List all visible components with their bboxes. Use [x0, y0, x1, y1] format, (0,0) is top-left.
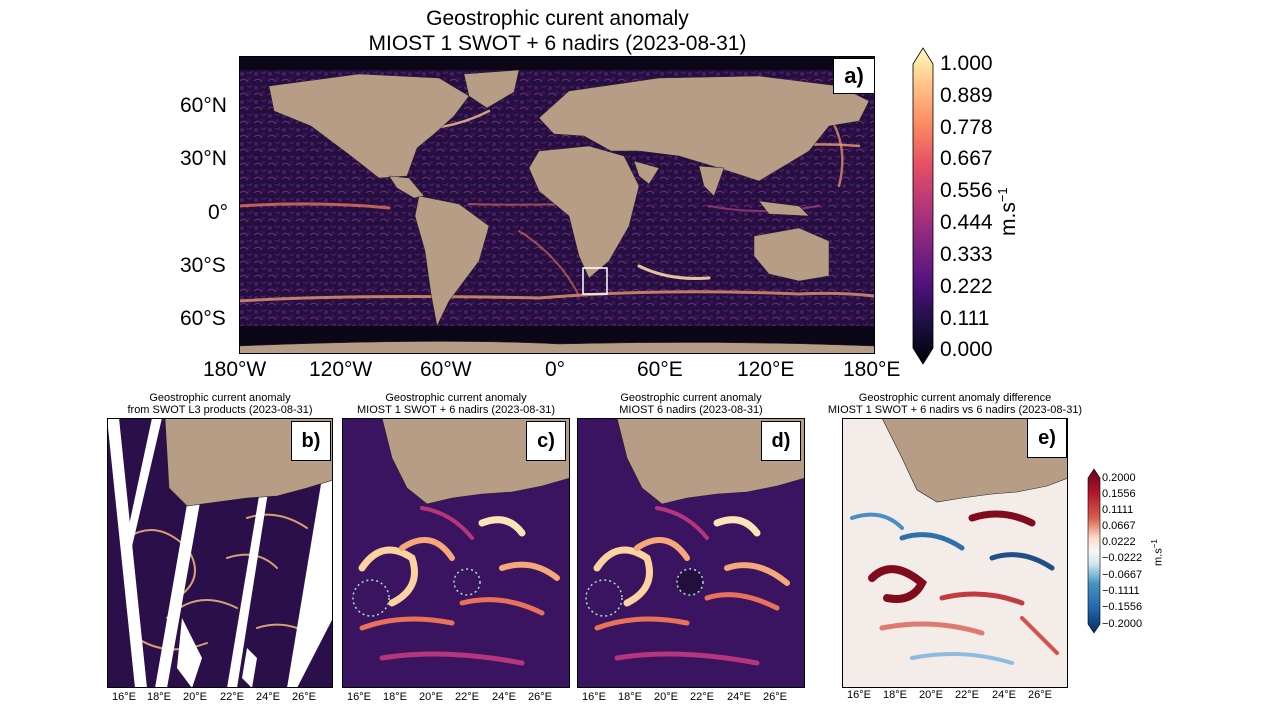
lat-tick-30s: 30°S: [180, 254, 226, 277]
eddy-circle-east: [676, 568, 704, 596]
diff-cb-tick-0: 0.2000: [1102, 472, 1136, 484]
panel-c-map[interactable]: [342, 418, 570, 688]
eddy-circle-east: [453, 568, 481, 596]
panel-c-label: c): [526, 421, 566, 461]
lon-tick-120e: 120°E: [737, 358, 795, 381]
cb-tick-3: 0.667: [940, 147, 993, 170]
cb-tick-1: 0.889: [940, 84, 993, 107]
global-map-canvas: [239, 56, 875, 354]
main-title: Geostrophic curent anomaly MIOST 1 SWOT …: [240, 6, 875, 56]
cb-tick-0: 1.000: [940, 52, 993, 75]
global-map[interactable]: [239, 56, 875, 354]
panel-c-title: Geostrophic current anomaly MIOST 1 SWOT …: [357, 392, 555, 416]
diff-colorbar-unit: m.s−1: [1150, 539, 1165, 566]
panel-e-label: e): [1027, 418, 1067, 458]
cb-tick-7: 0.222: [940, 275, 993, 298]
panel-e-lon-ticks: 16°E 18°E 20°E 22°E 24°E 26°E: [847, 689, 1052, 701]
diff-colorbar-gradient: [1087, 468, 1101, 634]
lat-tick-60n: 60°N: [180, 94, 227, 117]
panel-d-label: d): [761, 421, 801, 461]
cb-tick-5: 0.444: [940, 211, 993, 234]
panel-c-lon-ticks: 16°E 18°E 20°E 22°E 24°E 26°E: [347, 691, 552, 703]
diff-cb-tick-2: 0.1111: [1102, 504, 1134, 516]
diff-cb-tick-1: 0.1556: [1102, 488, 1136, 500]
main-colorbar: [912, 46, 934, 366]
panel-d-lon-ticks: 16°E 18°E 20°E 22°E 24°E 26°E: [582, 691, 787, 703]
diff-cb-tick-7: −0.1111: [1102, 585, 1140, 597]
panel-b-map[interactable]: [107, 418, 333, 688]
lon-tick-60w: 60°W: [420, 358, 472, 381]
panel-d-map[interactable]: [577, 418, 805, 688]
diff-colorbar: [1087, 468, 1101, 634]
lat-tick-30n: 30°N: [180, 147, 227, 170]
main-colorbar-unit: m.s−1: [995, 187, 1020, 236]
diff-cb-tick-8: −0.1556: [1102, 601, 1143, 613]
diff-cb-tick-4: 0.0222: [1102, 536, 1136, 548]
main-colorbar-gradient: [912, 47, 934, 365]
main-title-line2: MIOST 1 SWOT + 6 nadirs (2023-08-31): [368, 32, 747, 55]
cb-tick-6: 0.333: [940, 243, 993, 266]
lon-tick-180w: 180°W: [203, 358, 267, 381]
cb-tick-9: 0.000: [940, 338, 993, 361]
panel-b-label: b): [291, 421, 331, 461]
diff-cb-tick-3: 0.0667: [1102, 520, 1136, 532]
lat-tick-0: 0°: [208, 201, 229, 224]
lon-tick-120w: 120°W: [309, 358, 373, 381]
diff-cb-tick-6: −0.0667: [1102, 569, 1143, 581]
lon-tick-180e: 180°E: [843, 358, 901, 381]
panel-e-title: Geostrophic current anomaly difference MI…: [827, 392, 1083, 416]
main-title-line1: Geostrophic curent anomaly: [426, 7, 689, 30]
diff-cb-tick-5: −0.0222: [1102, 552, 1143, 564]
panel-b-lon-ticks: 16°E 18°E 20°E 22°E 24°E 26°E: [112, 691, 316, 703]
diff-cb-tick-9: −0.2000: [1102, 618, 1143, 630]
lon-tick-0: 0°: [545, 358, 566, 381]
eddy-circle-west: [585, 579, 623, 617]
cb-tick-4: 0.556: [940, 179, 993, 202]
cb-tick-2: 0.778: [940, 116, 993, 139]
lon-tick-60e: 60°E: [637, 358, 683, 381]
zoom-region-box[interactable]: [582, 267, 608, 295]
panel-b-title: Geostrophic current anomaly from SWOT L3 …: [127, 392, 313, 416]
cb-tick-8: 0.111: [940, 307, 990, 330]
panel-d-title: Geostrophic current anomaly MIOST 6 nadir…: [619, 392, 763, 416]
eddy-circle-west: [352, 579, 390, 617]
lat-tick-60s: 60°S: [180, 307, 226, 330]
panel-a-label: a): [833, 58, 875, 94]
panel-e-map[interactable]: [842, 418, 1068, 688]
